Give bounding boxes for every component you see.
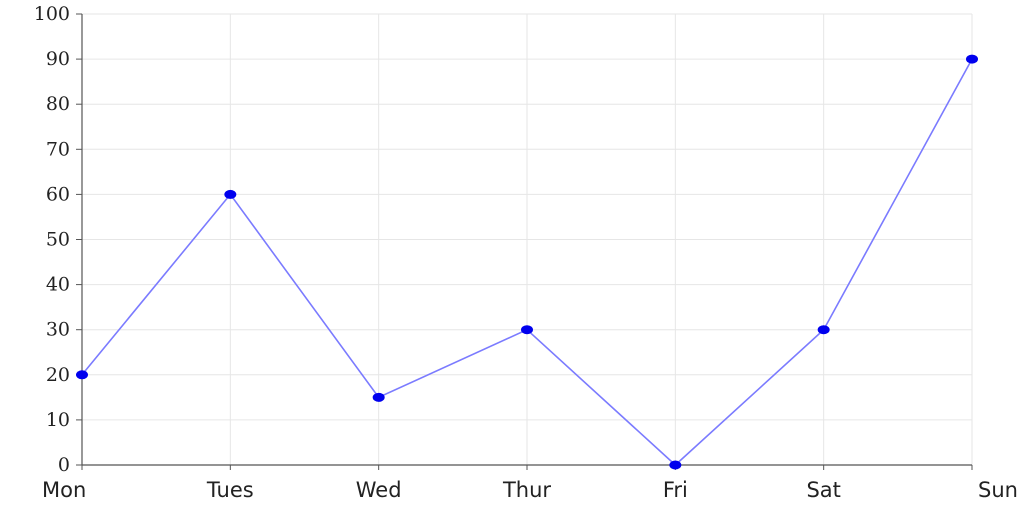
- x-tick-label: Wed: [356, 478, 402, 502]
- y-tick-label: 80: [46, 93, 70, 115]
- data-point[interactable]: [817, 325, 830, 335]
- series-layer: [76, 54, 978, 470]
- grid-layer: [82, 13, 973, 465]
- data-point[interactable]: [224, 189, 237, 199]
- y-tick-label: 0: [58, 454, 70, 476]
- y-tick-label: 10: [46, 409, 70, 431]
- y-tick-labels: 0 10 20 30 40 50 60 70 80 90 100: [34, 3, 70, 476]
- data-point[interactable]: [372, 392, 385, 402]
- y-tick-label: 70: [46, 138, 70, 160]
- y-tick-label: 30: [46, 319, 70, 341]
- x-tick-label: Tues: [206, 478, 254, 502]
- data-point[interactable]: [76, 370, 88, 380]
- data-point[interactable]: [521, 325, 533, 335]
- y-tick-label: 40: [46, 274, 70, 296]
- x-tick-label: Thur: [502, 478, 551, 502]
- data-point[interactable]: [669, 460, 682, 470]
- y-tick-label: 50: [46, 229, 70, 251]
- data-point[interactable]: [966, 54, 978, 64]
- x-tick-labels: Mon Tues Wed Thur Fri Sat Sun: [42, 478, 1018, 502]
- y-tick-label: 90: [46, 48, 70, 70]
- y-tick-label: 100: [34, 3, 70, 25]
- y-tick-label: 60: [46, 183, 70, 205]
- y-tick-label: 20: [46, 364, 70, 386]
- x-tick-label: Sun: [978, 478, 1018, 502]
- x-tick-label: Sat: [806, 478, 840, 502]
- x-tick-label: Fri: [663, 478, 688, 502]
- axis-layer: [76, 13, 973, 470]
- x-tick-label: Mon: [42, 478, 86, 502]
